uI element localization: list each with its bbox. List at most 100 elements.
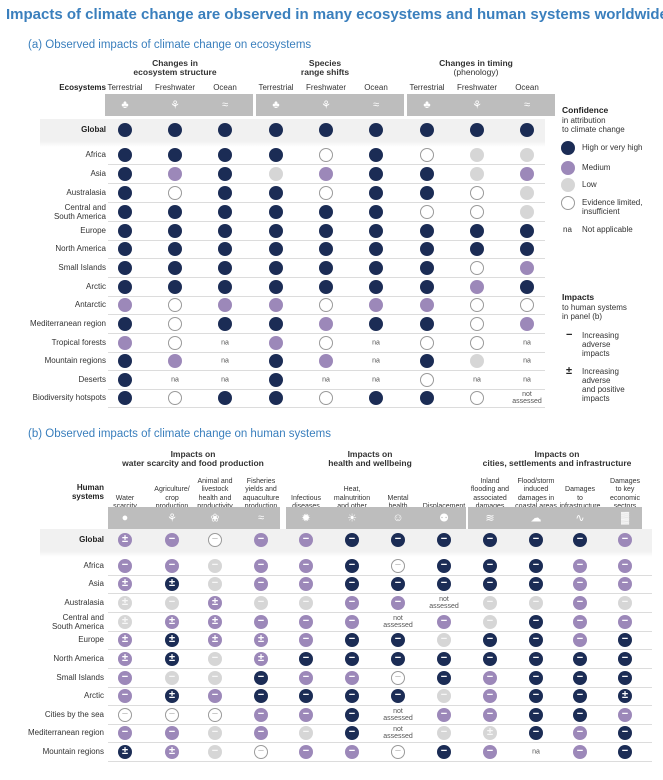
confidence-dot [520, 280, 534, 294]
confidence-dot [369, 186, 383, 200]
impact-symbol: − [302, 577, 310, 589]
impact-dot [208, 577, 222, 591]
impact-symbol: − [532, 689, 540, 701]
impact-dot [208, 745, 222, 759]
impact-symbol: ± [121, 596, 129, 608]
legend-subtitle: to climate change [562, 125, 625, 134]
impact-symbol: − [257, 708, 265, 720]
impact-symbol: − [576, 615, 584, 627]
impact-dot [618, 708, 632, 722]
impact-symbol: − [257, 559, 265, 571]
fish-icon: ≈ [523, 99, 531, 111]
human-row-label: North America [53, 654, 104, 663]
impact-symbol: − [121, 708, 129, 720]
not-assessed-label: not assessed [383, 615, 413, 629]
impact-dot [208, 689, 222, 703]
row-separator [108, 370, 545, 371]
confidence-dot [218, 123, 232, 137]
confidence-dot [420, 148, 434, 162]
confidence-dot [168, 205, 182, 219]
impact-symbol: − [394, 559, 402, 571]
confidence-dot [420, 123, 434, 137]
impact-dot [208, 596, 222, 610]
impact-symbol: ± [121, 577, 129, 589]
impact-symbol: ± [486, 726, 494, 738]
confidence-dot [420, 298, 434, 312]
impact-dot [437, 708, 451, 722]
impact-dot [165, 671, 179, 685]
impact-symbol: ± [121, 652, 129, 664]
confidence-dot [319, 261, 333, 275]
confidence-dot [319, 224, 333, 238]
impact-dot [345, 689, 359, 703]
icon-bar [407, 94, 555, 116]
impact-dot [573, 596, 587, 610]
impact-symbol: − [121, 726, 129, 738]
impact-dot [165, 708, 179, 722]
column-label: Waterscarcity [113, 494, 137, 511]
impact-dot [437, 745, 451, 759]
impact-symbol: − [621, 633, 629, 645]
impact-symbol: − [348, 689, 356, 701]
global-row-label: Global [81, 125, 106, 134]
confidence-dot [269, 373, 283, 387]
impact-symbol: − [302, 652, 310, 664]
confidence-dot [470, 148, 484, 162]
impact-symbol: − [211, 559, 219, 571]
impact-symbol: − [440, 745, 448, 757]
confidence-dot [118, 242, 132, 256]
impact-dot [118, 559, 132, 573]
confidence-dot [118, 391, 132, 405]
confidence-dot [319, 317, 333, 331]
impact-symbol: − [532, 577, 540, 589]
confidence-dot [369, 242, 383, 256]
impact-dot [254, 633, 268, 647]
column-label: Terrestrial [258, 83, 294, 92]
confidence-dot [369, 298, 383, 312]
human-row-label: Asia [88, 579, 104, 588]
impact-symbol: − [532, 726, 540, 738]
impact-dot [573, 615, 587, 629]
global-row-fade [40, 551, 652, 557]
column-label: Freshwater [456, 83, 498, 92]
impact-dot [118, 708, 132, 722]
column-label: Ocean [364, 83, 388, 92]
impact-dot [118, 633, 132, 647]
impact-symbol: − [394, 577, 402, 589]
impact-symbol: − [257, 615, 265, 627]
impact-symbol: − [394, 652, 402, 664]
impact-symbol: − [257, 533, 265, 545]
row-separator [108, 761, 652, 762]
impact-dot [345, 708, 359, 722]
ecosystem-row-label: Europe [80, 226, 106, 235]
confidence-dot [118, 186, 132, 200]
na-label: na [523, 339, 531, 347]
impact-dot [483, 533, 497, 547]
confidence-dot [118, 148, 132, 162]
impact-symbol: − [211, 671, 219, 683]
impact-dot [391, 533, 405, 547]
impact-dot [618, 689, 632, 703]
impact-dot [254, 559, 268, 573]
confidence-dot [118, 224, 132, 238]
confidence-dot [168, 224, 182, 238]
row-separator [108, 687, 652, 688]
impact-symbol: − [348, 745, 356, 757]
confidence-dot [269, 336, 283, 350]
column-label: Ocean [515, 83, 539, 92]
impact-dot [254, 726, 268, 740]
impact-dot [618, 533, 632, 547]
impact-dot [483, 633, 497, 647]
confidence-dot [520, 261, 534, 275]
virus-icon: ✹ [301, 512, 311, 525]
confidence-dot [168, 123, 182, 137]
confidence-dot [520, 224, 534, 238]
impact-symbol: − [576, 689, 584, 701]
impact-symbol: ± [257, 652, 265, 664]
confidence-dot [218, 391, 232, 405]
impact-dot [618, 633, 632, 647]
impact-symbol: − [576, 708, 584, 720]
confidence-dot [269, 167, 283, 181]
